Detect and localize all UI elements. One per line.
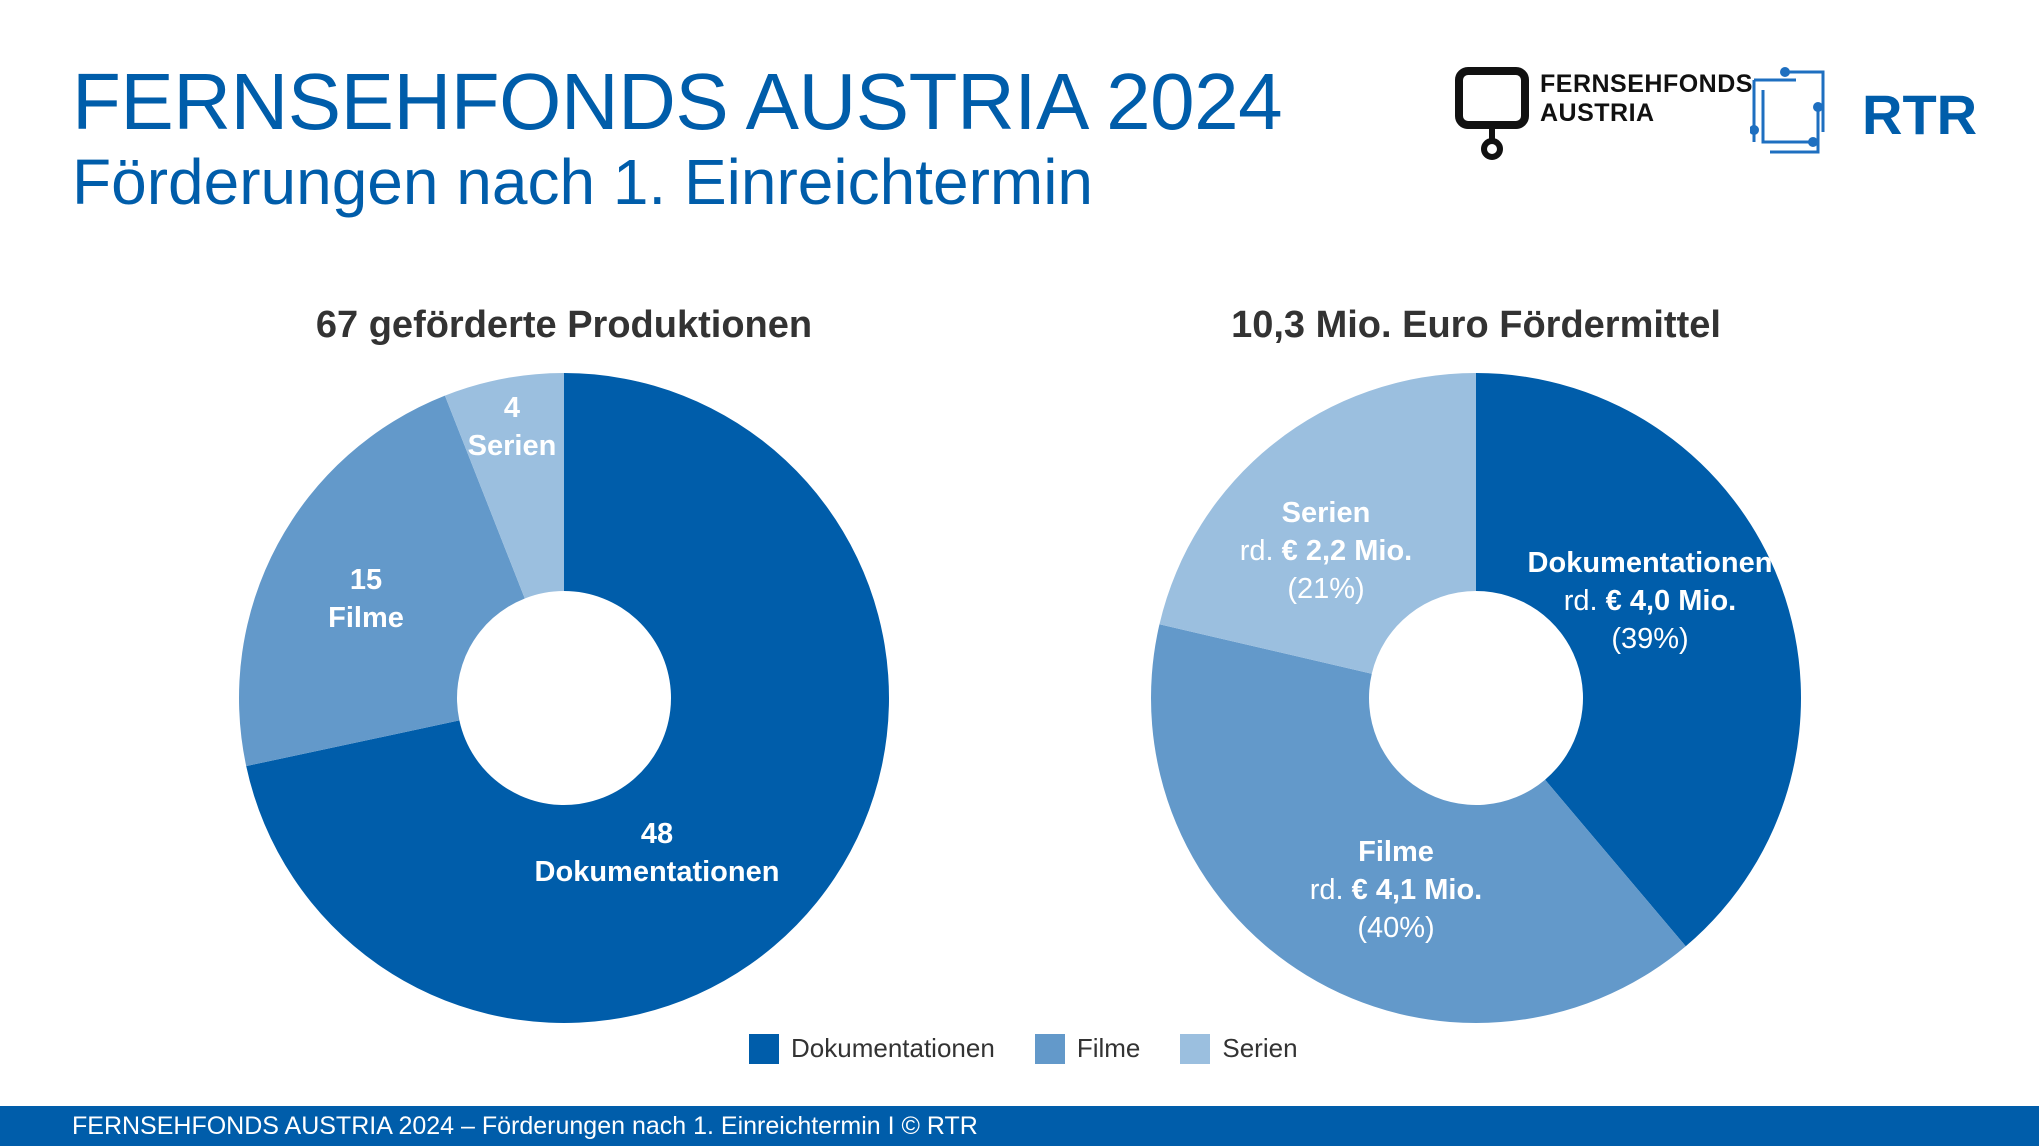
slice-productions-filme: [239, 395, 525, 767]
legend-swatch: [1034, 1033, 1065, 1064]
label-amount: € 4,0 Mio.: [1605, 585, 1737, 617]
fernsehfonds-tv-logo-icon: [1455, 67, 1529, 160]
logo-line-2: AUSTRIA: [1540, 99, 1655, 127]
label-productions-dokumentationen: 48 Dokumentationen: [535, 815, 780, 891]
footer-bar: FERNSEHFONDS AUSTRIA 2024 – Förderungen …: [0, 1106, 2039, 1146]
rtr-logo-text: RTR: [1862, 83, 1978, 146]
footer-text: FERNSEHFONDS AUSTRIA 2024 – Förderungen …: [72, 1112, 978, 1140]
slice-funding-dokumentationen: [1476, 373, 1802, 947]
label-value: 15: [349, 564, 383, 596]
label-amount: € 4,1 Mio.: [1351, 874, 1483, 906]
label-prefix: rd.: [1239, 535, 1274, 567]
label-name: Serien: [1281, 497, 1371, 529]
label-name: Dokumentationen: [534, 856, 780, 888]
label-prefix: rd.: [1309, 874, 1344, 906]
page-title: FERNSEHFONDS AUSTRIA 2024: [72, 57, 1283, 146]
label-name: Serien: [467, 430, 557, 462]
label-productions-serien: 4 Serien: [468, 389, 557, 465]
legend-item-serien: Serien: [1180, 1033, 1298, 1064]
label-name: Filme: [1358, 836, 1434, 868]
label-value: 48: [640, 818, 674, 850]
legend-label: Dokumentationen: [791, 1033, 995, 1063]
legend-label: Filme: [1076, 1033, 1141, 1063]
label-amount: € 2,2 Mio.: [1281, 535, 1413, 567]
fernsehfonds-logo-text: FERNSEHFONDS AUSTRIA: [1540, 70, 1753, 128]
chart-title-funding: 10,3 Mio. Euro Fördermittel: [1231, 304, 1721, 346]
slice-funding-serien: [1159, 373, 1476, 674]
label-funding-filme: Filme rd. € 4,1 Mio. (40%): [1310, 833, 1482, 947]
label-percent: (39%): [1611, 623, 1689, 655]
legend-item-dokumentationen: Dokumentationen: [749, 1033, 995, 1064]
rtr-logo-icon: [1750, 67, 1825, 154]
legend-swatch: [1180, 1033, 1211, 1064]
label-name: Dokumentationen: [1527, 547, 1773, 579]
legend-item-filme: Filme: [1034, 1033, 1141, 1064]
legend-label: Serien: [1222, 1033, 1298, 1063]
label-percent: (21%): [1287, 573, 1365, 605]
label-prefix: rd.: [1563, 585, 1598, 617]
chart-title-productions: 67 geförderte Produktionen: [315, 304, 813, 346]
label-value: 4: [503, 392, 521, 424]
label-percent: (40%): [1357, 912, 1435, 944]
legend-swatch: [749, 1033, 779, 1064]
page-subtitle: Förderungen nach 1. Einreichtermin: [72, 146, 1093, 218]
slice-productions-serien: [444, 373, 564, 599]
label-funding-serien: Serien rd. € 2,2 Mio. (21%): [1240, 494, 1412, 608]
label-productions-filme: 15 Filme: [328, 561, 404, 637]
slice-productions-dokumentationen: [246, 373, 890, 1023]
label-funding-dokumentationen: Dokumentationen rd. € 4,0 Mio. (39%): [1528, 544, 1773, 658]
label-name: Filme: [328, 602, 404, 634]
logo-line-1: FERNSEHFONDS: [1540, 70, 1753, 98]
slice-funding-filme: [1151, 624, 1686, 1024]
legend: Dokumentationen Filme Serien: [749, 1033, 1338, 1064]
